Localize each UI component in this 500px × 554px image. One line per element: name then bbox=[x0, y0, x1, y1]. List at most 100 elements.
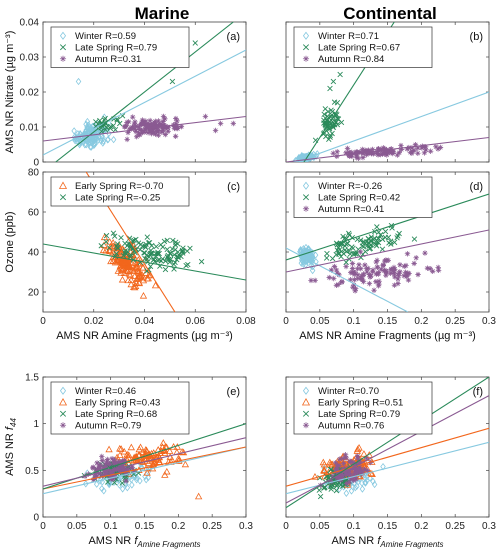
legend-entry: Autumn R=0.76 bbox=[318, 421, 384, 432]
data-point bbox=[87, 138, 93, 147]
data-point bbox=[174, 123, 181, 130]
data-layer bbox=[43, 417, 246, 500]
data-point bbox=[122, 248, 128, 254]
data-layer bbox=[286, 377, 489, 509]
data-point bbox=[125, 466, 131, 472]
data-point bbox=[155, 251, 161, 257]
data-point bbox=[141, 451, 149, 459]
legend-entry: Autumn R=0.79 bbox=[75, 421, 141, 432]
data-point bbox=[346, 230, 352, 237]
data-point bbox=[142, 446, 151, 454]
legend-entry: Early Spring R=0.51 bbox=[318, 398, 403, 409]
data-point bbox=[360, 244, 367, 250]
data-point bbox=[104, 456, 111, 463]
legend-marker bbox=[302, 55, 310, 62]
data-point bbox=[356, 460, 362, 467]
data-point bbox=[137, 131, 143, 137]
data-point bbox=[134, 260, 143, 267]
data-point bbox=[394, 152, 401, 158]
data-point bbox=[378, 266, 384, 272]
data-point bbox=[151, 256, 157, 263]
panel-label: (b) bbox=[470, 31, 483, 43]
data-point bbox=[110, 230, 117, 236]
legend-box bbox=[50, 176, 190, 207]
data-point bbox=[169, 78, 176, 85]
data-point bbox=[91, 139, 98, 147]
data-point bbox=[383, 257, 389, 263]
data-point bbox=[359, 277, 366, 283]
y-tick-label: 60 bbox=[28, 208, 40, 219]
data-point bbox=[100, 137, 107, 145]
data-point bbox=[110, 135, 117, 144]
data-point bbox=[353, 150, 360, 156]
data-point bbox=[334, 462, 341, 469]
data-point bbox=[98, 128, 105, 135]
data-point bbox=[167, 250, 174, 257]
data-point bbox=[312, 277, 318, 284]
legend-entry: Autumn R=0.41 bbox=[318, 204, 384, 215]
fit-line bbox=[286, 136, 489, 162]
data-point bbox=[340, 460, 347, 467]
data-point bbox=[349, 260, 356, 267]
data-point bbox=[396, 230, 402, 237]
data-point bbox=[88, 143, 95, 151]
data-point bbox=[332, 118, 338, 124]
y-tick-label: 0 bbox=[33, 513, 39, 524]
data-point bbox=[82, 141, 88, 149]
data-point bbox=[122, 240, 128, 247]
data-point bbox=[143, 118, 149, 124]
data-point bbox=[99, 478, 106, 486]
data-point bbox=[366, 246, 373, 252]
legend-marker bbox=[59, 410, 67, 417]
data-point bbox=[230, 120, 237, 127]
data-point bbox=[363, 239, 370, 245]
data-point bbox=[369, 269, 376, 275]
data-point bbox=[170, 237, 176, 244]
data-point bbox=[174, 118, 180, 124]
y-tick-label: 20 bbox=[28, 288, 40, 299]
data-point bbox=[98, 463, 104, 469]
data-point bbox=[171, 252, 178, 258]
y-tick-label: 40 bbox=[28, 248, 40, 259]
data-point bbox=[117, 269, 125, 276]
data-point bbox=[376, 281, 382, 287]
data-point bbox=[120, 447, 128, 455]
data-point bbox=[124, 276, 132, 284]
data-layer bbox=[43, 22, 246, 162]
data-point bbox=[109, 456, 115, 462]
data-point bbox=[388, 267, 395, 273]
panel-label: (c) bbox=[227, 181, 240, 193]
data-point bbox=[321, 485, 327, 491]
data-point bbox=[379, 246, 386, 252]
data-point bbox=[375, 235, 382, 242]
data-point bbox=[354, 445, 362, 453]
data-point bbox=[212, 127, 219, 134]
data-point bbox=[377, 231, 384, 238]
data-point bbox=[308, 261, 314, 270]
data-point bbox=[370, 237, 377, 243]
data-point bbox=[135, 130, 142, 136]
data-point bbox=[180, 250, 186, 256]
data-point bbox=[131, 237, 137, 243]
data-point bbox=[328, 484, 335, 490]
data-point bbox=[104, 136, 111, 144]
x-tick-label: 0 bbox=[40, 521, 46, 532]
data-point bbox=[163, 467, 171, 475]
data-point bbox=[124, 267, 132, 275]
data-point bbox=[398, 146, 405, 153]
data-point bbox=[99, 132, 105, 141]
data-point bbox=[144, 234, 151, 240]
y-tick-label: 0.5 bbox=[25, 466, 39, 477]
data-point bbox=[111, 456, 118, 463]
legend-marker bbox=[302, 31, 310, 40]
data-point bbox=[123, 251, 130, 257]
fit-line bbox=[286, 377, 489, 509]
data-point bbox=[351, 477, 357, 484]
data-point bbox=[320, 466, 329, 474]
data-point bbox=[139, 264, 147, 271]
data-point bbox=[103, 471, 110, 477]
data-point bbox=[116, 451, 124, 458]
data-point bbox=[355, 272, 361, 278]
data-point bbox=[119, 458, 126, 464]
